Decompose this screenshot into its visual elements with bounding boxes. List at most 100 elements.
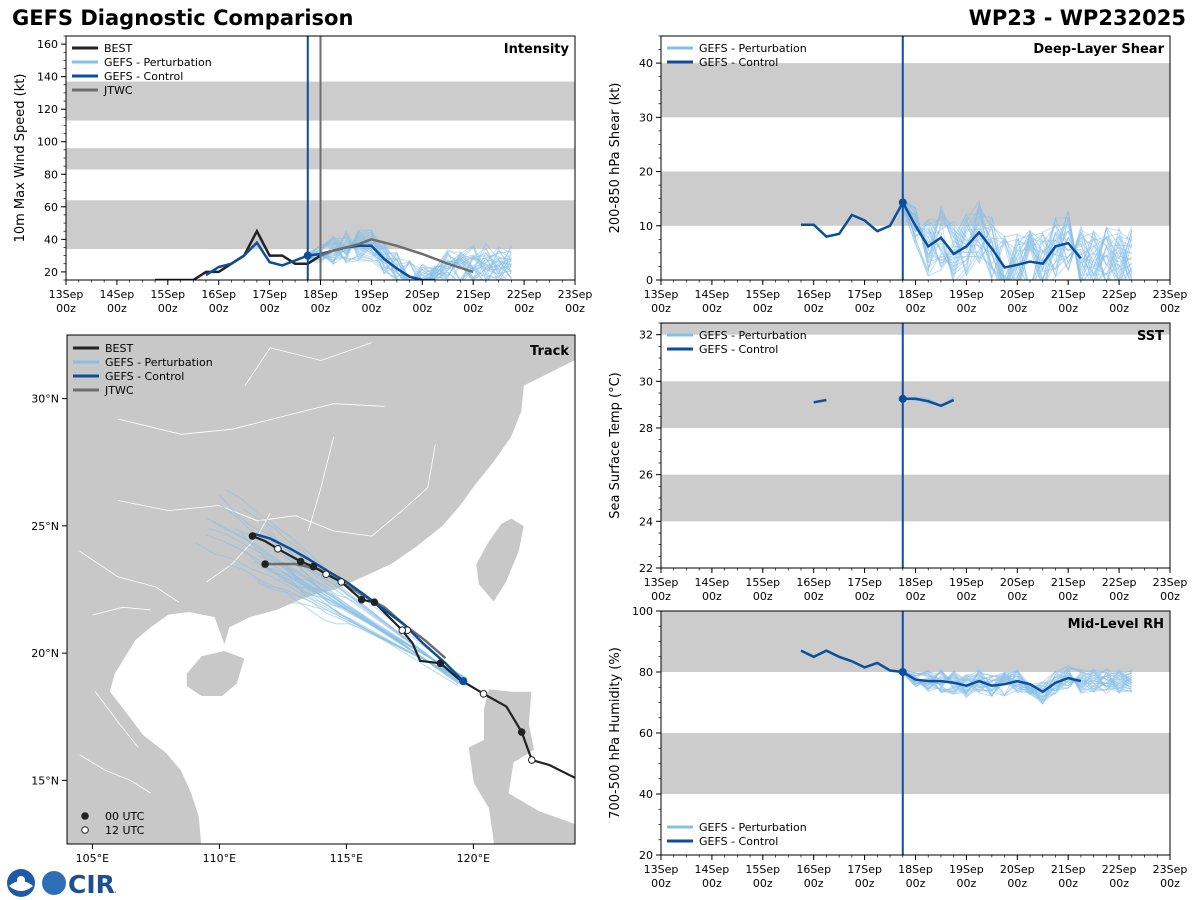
rh-xtick-hour: 00z (753, 877, 773, 890)
shear-ytick-label: 20 (639, 166, 653, 179)
shear-perturbation-line (902, 195, 1133, 280)
shear-xtick-hour: 00z (1007, 302, 1027, 315)
province-boundary (117, 500, 372, 537)
track-perturbation-line (218, 503, 467, 685)
track-frame (66, 334, 576, 845)
rh-xtick-day: 13Sep (644, 863, 679, 876)
track-control-init-point (459, 677, 468, 686)
intensity-perturbation-line (307, 231, 512, 280)
shear-xtick-hour: 00z (957, 302, 977, 315)
intensity-perturbation-line (307, 237, 512, 280)
track-perturbation-line (253, 561, 459, 687)
rh-perturbation-line (902, 668, 1133, 697)
intensity-perturbation-line (307, 235, 508, 280)
sst-xtick-hour: 00z (1007, 590, 1027, 603)
track-title: Track (530, 344, 569, 359)
shear-xtick-day: 22Sep (1102, 288, 1137, 301)
track-best-fix-12 (479, 690, 488, 698)
intensity-xtick-hour: 00z (260, 302, 280, 315)
track-best-fix-00 (357, 595, 366, 604)
sst-xtick-hour: 00z (855, 590, 875, 603)
track-legend-label: GEFS - Perturbation (105, 356, 213, 369)
province-boundary (206, 512, 271, 583)
track-marker-legend-label: 12 UTC (105, 824, 145, 837)
sst-xtick-day: 22Sep (1102, 576, 1137, 589)
noaa-icon: CIRA (7, 869, 116, 899)
intensity-xtick-hour: 00z (209, 302, 229, 315)
intensity-perturbation-line (307, 244, 512, 280)
rh-band (661, 733, 1170, 794)
track-best-fix-00 (296, 557, 305, 566)
page-title: GEFS Diagnostic Comparison (12, 6, 354, 30)
sst-ytick-label: 22 (639, 562, 653, 575)
sst-xtick-day: 23Sep (1153, 576, 1188, 589)
intensity-xtick-day: 15Sep (150, 288, 185, 301)
sst-xtick-hour: 00z (651, 590, 671, 603)
intensity-xtick-day: 22Sep (507, 288, 542, 301)
rh-perturbation-line (902, 668, 1132, 695)
shear-legend-label: GEFS - Control (699, 56, 778, 69)
rh-xtick-day: 16Sep (796, 863, 831, 876)
rh-init-point (898, 668, 907, 676)
track-xtick-label: 115°E (330, 852, 363, 865)
intensity-perturbation-line (307, 243, 512, 280)
rh-perturbation-line (902, 668, 1133, 704)
shear-perturbation-line (902, 203, 1133, 280)
sst-xtick-hour: 00z (1160, 590, 1180, 603)
shear-xtick-day: 18Sep (898, 288, 933, 301)
intensity-perturbation-line (307, 231, 512, 280)
rh-xtick-day: 20Sep (1000, 863, 1035, 876)
rh-xtick-hour: 00z (1109, 877, 1129, 890)
intensity-xtick-hour: 00z (107, 302, 127, 315)
shear-xtick-hour: 00z (1058, 302, 1078, 315)
shear-xtick-day: 19Sep (949, 288, 984, 301)
intensity-legend-label: GEFS - Perturbation (104, 56, 212, 69)
sst-xtick-hour: 00z (1109, 590, 1129, 603)
intensity-ytick-label: 120 (37, 103, 58, 116)
track-best-fix-00 (248, 532, 257, 540)
track-xtick-label: 120°E (457, 852, 490, 865)
rh-xtick-hour: 00z (702, 877, 722, 890)
track-xtick-label: 110°E (203, 852, 236, 865)
intensity-ytick-label: 100 (37, 136, 58, 149)
province-boundary (371, 444, 436, 537)
sst-frame (660, 322, 1171, 569)
rh-ytick-label: 60 (639, 727, 653, 740)
sst-xtick-hour: 00z (957, 590, 977, 603)
shear-perturbation-line (902, 203, 1132, 280)
intensity-xtick-day: 20Sep (405, 288, 440, 301)
intensity-perturbation-line (307, 235, 512, 280)
sst-band (661, 474, 1170, 522)
shear-xtick-hour: 00z (702, 302, 722, 315)
track-map-area (67, 335, 575, 844)
sst-xtick-day: 14Sep (695, 576, 730, 589)
intensity-xtick-hour: 00z (311, 302, 331, 315)
rh-xtick-hour: 00z (855, 877, 875, 890)
province-boundary (92, 606, 151, 616)
rh-perturbation-line (902, 667, 1132, 694)
rh-xtick-day: 23Sep (1153, 863, 1188, 876)
province-boundary (94, 691, 139, 748)
rh-xtick-hour: 00z (1160, 877, 1180, 890)
track-best-fix-12 (337, 578, 346, 586)
intensity-xtick-day: 17Sep (252, 288, 287, 301)
rh-band (661, 611, 1170, 672)
shear-ylabel: 200-850 hPa Shear (kt) (608, 83, 623, 234)
rh-ytick-label: 20 (639, 849, 653, 862)
rh-gefs-control-line (800, 649, 1082, 694)
rh-xtick-day: 14Sep (695, 863, 730, 876)
taiwan-island (475, 517, 525, 603)
rh-xtick-hour: 00z (804, 877, 824, 890)
rh-xtick-hour: 00z (957, 877, 977, 890)
sst-ytick-label: 24 (639, 515, 653, 528)
shear-xtick-day: 17Sep (847, 288, 882, 301)
track-marker-legend-symbol (81, 812, 89, 820)
track-best-fix-00 (309, 562, 318, 571)
shear-band (661, 63, 1170, 118)
rh-title: Mid-Level RH (1068, 617, 1164, 632)
shear-ytick-label: 10 (639, 220, 653, 233)
province-boundary (79, 550, 180, 603)
track-best-fix-00 (370, 598, 379, 607)
sst-xtick-day: 15Sep (745, 576, 780, 589)
rh-xtick-hour: 00z (651, 877, 671, 890)
